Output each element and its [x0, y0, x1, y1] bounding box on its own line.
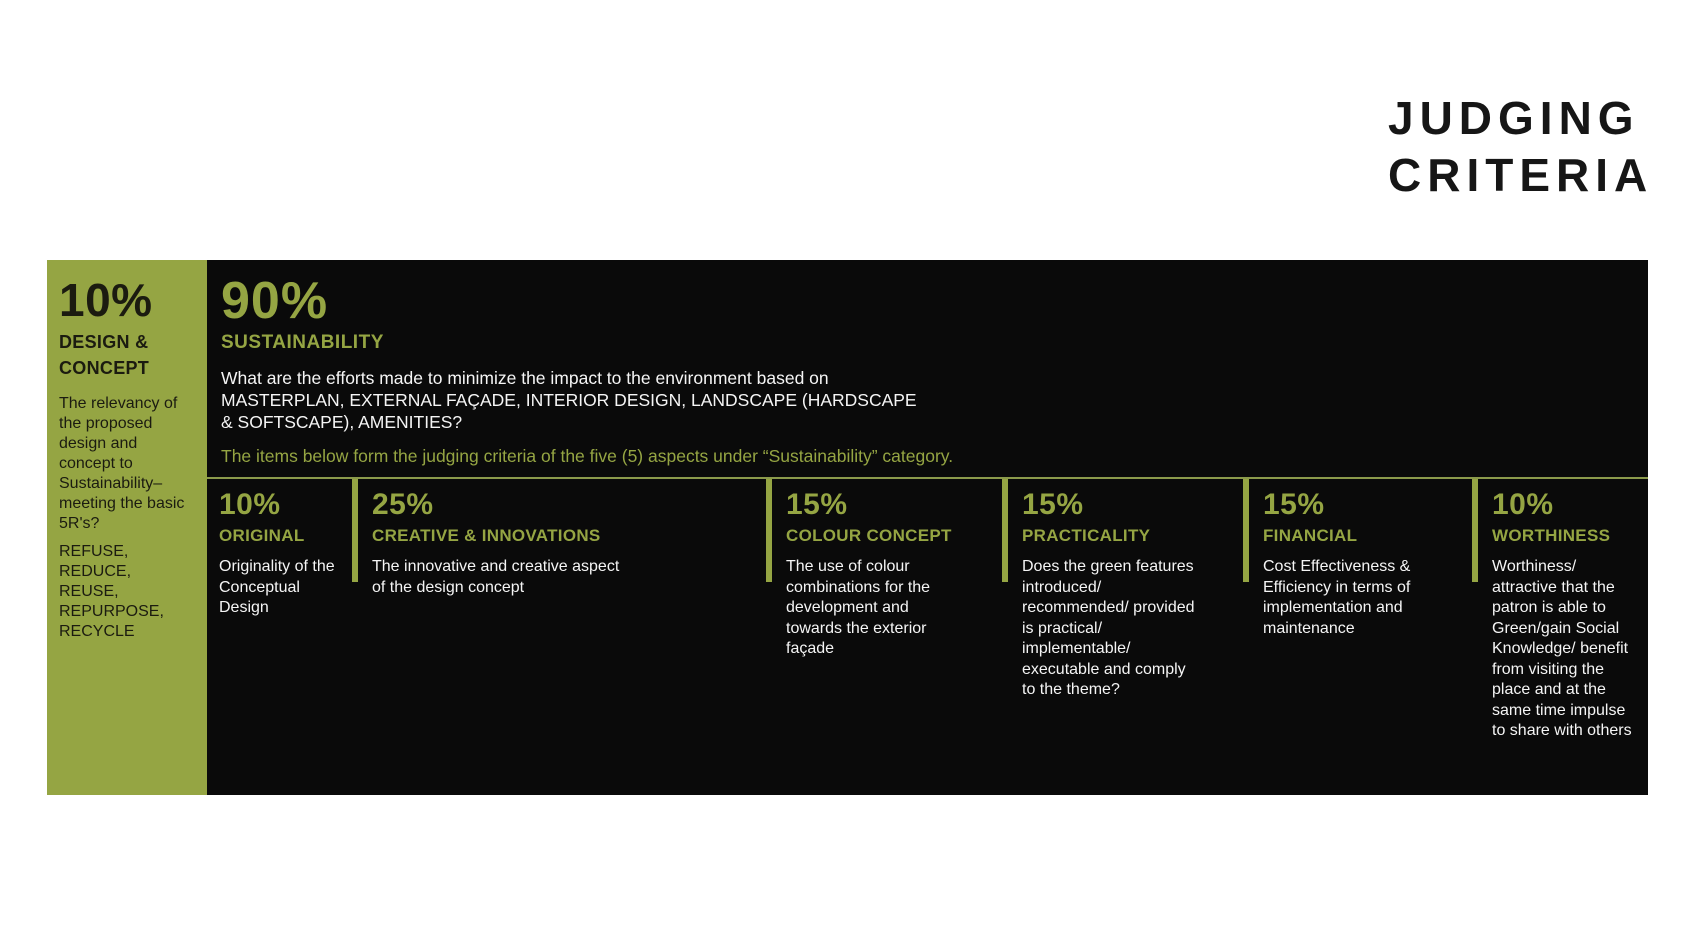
horizontal-divider — [207, 477, 1648, 479]
sustainability-label: SUSTAINABILITY — [221, 331, 384, 353]
sustainability-description: What are the efforts made to minimize th… — [221, 367, 917, 432]
criterion-financial: 15% FINANCIAL Cost Effectiveness & Effic… — [1243, 479, 1472, 795]
criterion-practicality-percentage: 15% — [1022, 488, 1084, 521]
criterion-creative-label: CREATIVE & INNOVATIONS — [372, 526, 601, 545]
criterion-creative-innovations: 25% CREATIVE & INNOVATIONS The innovativ… — [352, 479, 766, 795]
sustainability-percentage: 90% — [221, 272, 329, 330]
page-title-line1: JUDGING — [1388, 92, 1640, 144]
criterion-practicality-label: PRACTICALITY — [1022, 526, 1151, 545]
sustainability-section: 90% SUSTAINABILITY What are the efforts … — [207, 260, 1648, 795]
design-concept-percentage: 10% — [59, 274, 153, 326]
criterion-colour-description: The use of colour combinations for the d… — [786, 558, 931, 657]
criterion-original: 10% ORIGINAL Originality of the Conceptu… — [207, 479, 352, 795]
column-divider-bar — [1002, 479, 1008, 582]
design-concept-description: The relevancy of the proposed design and… — [59, 395, 185, 533]
criterion-colour-percentage: 15% — [786, 488, 848, 521]
criterion-financial-description: Cost Effectiveness & Efficiency in terms… — [1263, 558, 1411, 637]
criterion-original-description: Originality of the Conceptual Design — [219, 558, 335, 616]
criterion-worthiness-label: WORTHINESS — [1492, 526, 1611, 545]
criterion-worthiness-percentage: 10% — [1492, 488, 1554, 521]
column-divider-bar — [352, 479, 358, 582]
criteria-columns: 10% ORIGINAL Originality of the Conceptu… — [207, 479, 1648, 795]
criterion-creative-description: The innovative and creative aspect of th… — [372, 558, 620, 596]
criterion-practicality-description: Does the green features introduced/ reco… — [1022, 558, 1195, 698]
design-concept-label: DESIGN & CONCEPT — [59, 332, 150, 379]
criterion-financial-label: FINANCIAL — [1263, 526, 1358, 545]
criterion-creative-percentage: 25% — [372, 488, 434, 521]
design-concept-section: 10% DESIGN & CONCEPT The relevancy of th… — [47, 260, 207, 795]
criterion-original-label: ORIGINAL — [219, 526, 305, 545]
column-divider-bar — [1243, 479, 1249, 582]
criterion-colour-concept: 15% COLOUR CONCEPT The use of colour com… — [766, 479, 1002, 795]
column-divider-bar — [1472, 479, 1478, 582]
criterion-practicality: 15% PRACTICALITY Does the green features… — [1002, 479, 1243, 795]
page-title-line2: CRITERIA — [1388, 149, 1654, 201]
five-rs-list: REFUSE, REDUCE, REUSE, REPURPOSE, RECYCL… — [59, 543, 164, 641]
criterion-worthiness-description: Worthiness/ attractive that the patron i… — [1492, 558, 1632, 739]
criterion-worthiness: 10% WORTHINESS Worthiness/ attractive th… — [1472, 479, 1648, 795]
criterion-colour-label: COLOUR CONCEPT — [786, 526, 952, 545]
sustainability-header: 90% SUSTAINABILITY What are the efforts … — [207, 260, 1648, 477]
page-title: JUDGING CRITERIA — [1388, 90, 1653, 204]
criterion-original-percentage: 10% — [219, 488, 281, 521]
criterion-financial-percentage: 15% — [1263, 488, 1325, 521]
column-divider-bar — [766, 479, 772, 582]
sustainability-note: The items below form the judging criteri… — [221, 445, 954, 466]
criteria-panel: 10% DESIGN & CONCEPT The relevancy of th… — [47, 260, 1648, 795]
